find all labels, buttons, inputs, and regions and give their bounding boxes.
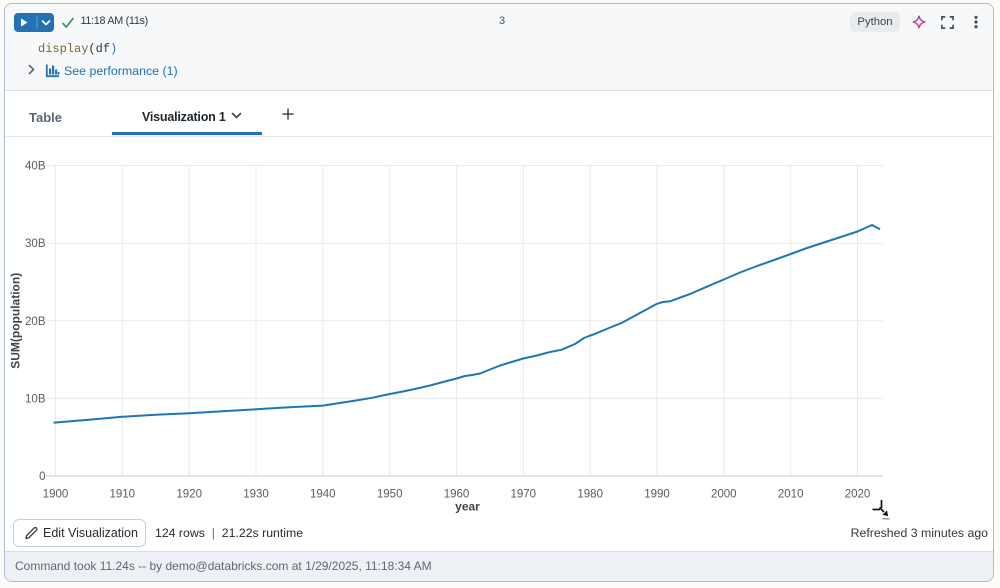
svg-text:1940: 1940: [310, 489, 336, 501]
svg-text:20B: 20B: [25, 316, 46, 328]
svg-text:year: year: [455, 500, 480, 514]
svg-text:1930: 1930: [243, 489, 269, 501]
svg-text:1920: 1920: [176, 489, 202, 501]
svg-text:2010: 2010: [778, 489, 804, 501]
svg-text:1980: 1980: [577, 489, 603, 501]
svg-text:1990: 1990: [644, 489, 670, 501]
svg-text:2000: 2000: [711, 489, 737, 501]
svg-text:30B: 30B: [25, 238, 46, 250]
svg-text:1900: 1900: [43, 489, 69, 501]
svg-text:1910: 1910: [110, 489, 136, 501]
svg-text:10B: 10B: [25, 393, 46, 405]
svg-text:40B: 40B: [25, 161, 46, 173]
svg-text:1960: 1960: [444, 489, 470, 501]
svg-text:0: 0: [39, 471, 45, 483]
svg-text:1970: 1970: [511, 489, 537, 501]
svg-text:1950: 1950: [377, 489, 403, 501]
svg-text:2020: 2020: [845, 489, 871, 501]
svg-text:SUM(population): SUM(population): [9, 273, 23, 369]
